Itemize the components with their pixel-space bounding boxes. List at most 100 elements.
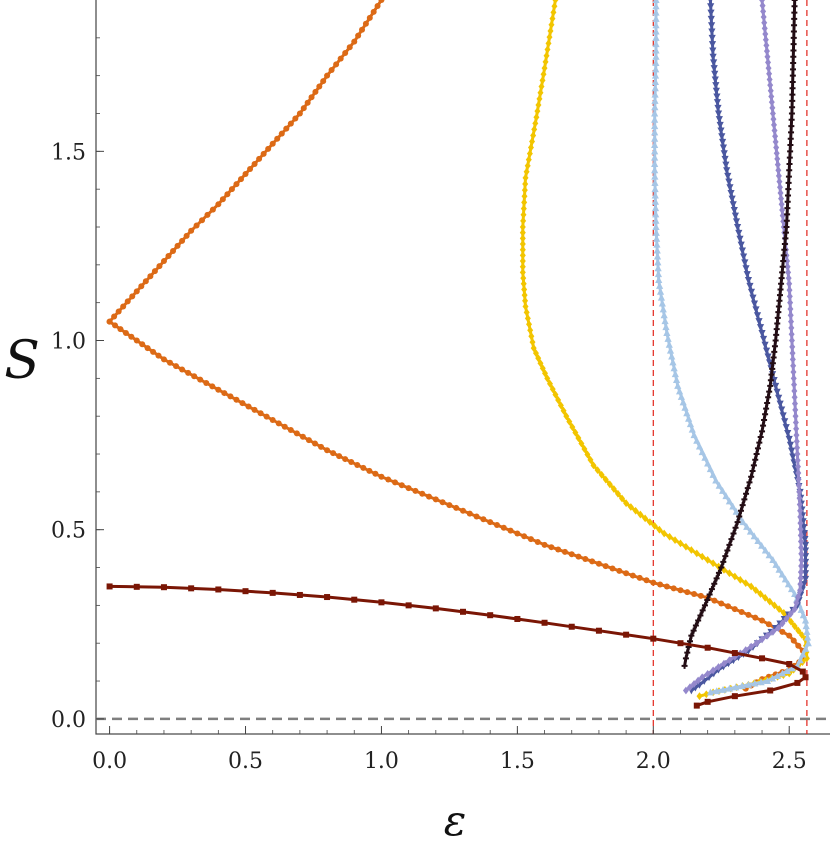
data-point xyxy=(797,513,804,521)
data-point xyxy=(738,608,745,615)
data-point xyxy=(533,113,540,122)
data-point xyxy=(535,101,542,109)
data-point xyxy=(741,496,748,503)
data-point xyxy=(731,606,738,613)
data-point xyxy=(769,103,776,112)
data-point xyxy=(722,553,729,560)
data-point xyxy=(791,387,798,395)
data-point xyxy=(542,369,549,378)
data-point xyxy=(779,263,786,270)
data-point xyxy=(781,575,789,583)
data-point xyxy=(487,612,494,619)
data-point xyxy=(798,549,805,558)
data-point xyxy=(346,44,353,51)
data-point xyxy=(686,420,695,428)
data-point xyxy=(120,303,127,310)
data-point xyxy=(775,166,782,175)
data-point xyxy=(743,271,751,278)
data-point xyxy=(686,683,693,692)
data-point xyxy=(799,611,807,619)
data-point xyxy=(801,553,810,561)
data-point xyxy=(561,548,568,555)
data-point xyxy=(224,191,231,198)
data-point xyxy=(798,543,805,552)
data-point xyxy=(789,91,796,98)
data-point xyxy=(312,88,319,95)
data-point xyxy=(794,456,801,465)
data-point xyxy=(629,572,636,579)
y-axis-label: S xyxy=(4,331,40,391)
data-point xyxy=(787,298,794,307)
data-point xyxy=(734,519,741,526)
data-point xyxy=(794,462,801,471)
data-point xyxy=(652,8,660,16)
data-point xyxy=(523,167,530,176)
data-point xyxy=(610,485,617,493)
data-point xyxy=(797,525,804,534)
data-point xyxy=(546,33,553,42)
data-point xyxy=(759,335,768,343)
data-point xyxy=(690,431,698,439)
data-point xyxy=(767,377,774,384)
data-point xyxy=(614,489,621,498)
data-point xyxy=(731,212,739,220)
data-point xyxy=(789,355,796,364)
data-point xyxy=(500,524,507,531)
data-point xyxy=(767,382,774,389)
data-point xyxy=(643,577,650,584)
data-point xyxy=(521,285,528,294)
data-point xyxy=(712,82,720,90)
series-1 xyxy=(106,0,808,692)
data-point xyxy=(730,530,737,537)
data-point xyxy=(551,2,558,11)
data-point xyxy=(801,616,810,624)
data-point xyxy=(679,398,687,406)
data-point xyxy=(699,552,706,561)
data-point xyxy=(665,340,673,348)
data-point xyxy=(738,247,747,255)
data-point xyxy=(651,115,659,123)
data-point xyxy=(308,94,315,101)
data-point xyxy=(366,467,373,474)
data-point xyxy=(623,570,630,577)
data-point xyxy=(704,644,711,651)
data-point xyxy=(750,532,758,540)
data-point xyxy=(543,51,550,60)
data-point xyxy=(167,359,174,366)
data-point xyxy=(524,161,531,170)
data-point xyxy=(651,185,659,193)
data-point xyxy=(453,504,460,511)
data-point xyxy=(730,206,738,214)
data-point xyxy=(658,299,666,307)
data-point xyxy=(799,650,807,658)
data-point xyxy=(804,639,812,647)
data-point xyxy=(761,341,769,349)
data-point xyxy=(736,235,744,243)
data-point xyxy=(785,435,793,443)
data-point xyxy=(160,584,167,591)
data-point xyxy=(791,0,798,3)
data-point xyxy=(789,97,796,104)
data-point xyxy=(725,684,734,692)
data-point xyxy=(704,556,711,564)
data-point xyxy=(549,14,556,23)
data-point xyxy=(487,519,494,526)
data-point xyxy=(708,28,716,36)
data-point xyxy=(766,388,773,395)
data-point xyxy=(493,521,500,528)
data-point xyxy=(151,268,158,275)
data-point xyxy=(797,519,804,527)
data-point xyxy=(795,592,802,601)
data-point xyxy=(139,341,146,348)
data-point xyxy=(770,120,777,129)
data-point xyxy=(789,66,796,73)
data-point xyxy=(765,58,772,67)
data-point xyxy=(654,264,662,272)
data-point xyxy=(525,155,532,164)
data-point xyxy=(247,165,254,172)
data-point xyxy=(698,448,706,456)
data-point xyxy=(773,672,782,679)
data-point xyxy=(670,364,678,372)
data-point xyxy=(124,298,131,305)
